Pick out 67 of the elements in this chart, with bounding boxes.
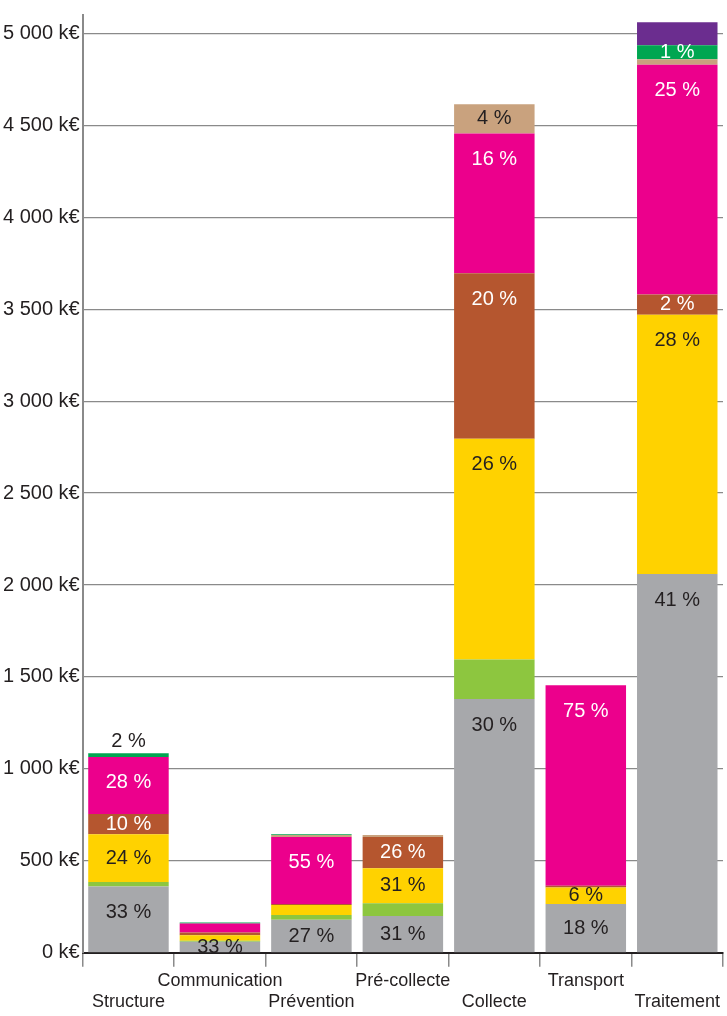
bar bbox=[179, 935, 261, 941]
annotation: 24 % bbox=[105, 845, 152, 868]
annotation: 30 % bbox=[471, 712, 518, 735]
y-tick-label: 2 500 k€ bbox=[2, 480, 80, 503]
bar bbox=[88, 753, 169, 757]
x-tick-label: Collecte bbox=[461, 991, 527, 1012]
bar bbox=[88, 882, 169, 887]
x-tick-label: Structure bbox=[91, 991, 165, 1012]
y-tick-label: 1 000 k€ bbox=[2, 756, 80, 779]
y-tick-label: 5 000 k€ bbox=[2, 20, 80, 43]
annotation: 2 % bbox=[660, 292, 695, 315]
bar bbox=[637, 22, 718, 46]
bar bbox=[454, 273, 535, 439]
bar bbox=[545, 904, 627, 953]
annotation: 31 % bbox=[380, 873, 426, 896]
bar bbox=[271, 915, 352, 920]
x-tick-label: Communication bbox=[157, 969, 283, 990]
bar bbox=[637, 574, 718, 953]
bar bbox=[362, 903, 444, 917]
y-tick-label: 0 k€ bbox=[41, 940, 80, 963]
annotation: 41 % bbox=[654, 587, 701, 610]
annotation: 27 % bbox=[288, 923, 335, 946]
annotation: 33 % bbox=[105, 900, 152, 923]
y-tick-label: 3 500 k€ bbox=[2, 296, 80, 319]
annotation: 31 % bbox=[380, 921, 426, 944]
annotation: 33 % bbox=[197, 934, 243, 957]
annotation: 55 % bbox=[288, 850, 335, 873]
y-tick-label: 4 500 k€ bbox=[2, 112, 80, 135]
bar bbox=[637, 64, 718, 295]
bar bbox=[271, 836, 352, 905]
bar bbox=[362, 868, 444, 904]
bar bbox=[454, 438, 535, 660]
bar bbox=[454, 699, 535, 953]
annotation: 1 % bbox=[660, 39, 695, 62]
annotation: 10 % bbox=[105, 811, 152, 834]
bar bbox=[637, 314, 718, 574]
annotation: 25 % bbox=[654, 78, 701, 101]
bar bbox=[454, 133, 535, 274]
annotation: 20 % bbox=[471, 286, 518, 309]
annotation: 6 % bbox=[568, 883, 604, 906]
annotation: 28 % bbox=[654, 328, 701, 351]
bar bbox=[271, 904, 352, 916]
y-tick-label: 4 000 k€ bbox=[2, 204, 80, 227]
bar bbox=[88, 886, 169, 953]
x-tick-label: Prévention bbox=[268, 991, 355, 1012]
bar bbox=[179, 923, 261, 933]
annotation: 28 % bbox=[105, 770, 152, 793]
annotation: 4 % bbox=[477, 106, 512, 129]
bar bbox=[454, 659, 535, 700]
annotation: 26 % bbox=[380, 840, 426, 863]
annotation: 75 % bbox=[563, 698, 609, 721]
annotation: 18 % bbox=[563, 915, 609, 938]
x-tick-label: Transport bbox=[547, 969, 624, 990]
bar bbox=[454, 104, 535, 134]
bar bbox=[88, 756, 169, 814]
x-tick-label: Traitement bbox=[634, 991, 720, 1012]
bar bbox=[637, 59, 718, 65]
y-tick-label: 500 k€ bbox=[19, 848, 80, 871]
y-tick-label: 3 000 k€ bbox=[2, 388, 80, 411]
bar bbox=[545, 685, 627, 886]
bar bbox=[88, 834, 169, 883]
annotation: 16 % bbox=[471, 147, 518, 170]
y-tick-label: 1 500 k€ bbox=[2, 664, 80, 687]
y-tick-label: 2 000 k€ bbox=[2, 572, 80, 595]
x-tick-label: Pré-collecte bbox=[355, 969, 451, 990]
annotation: 26 % bbox=[471, 452, 518, 475]
annotation: 2 % bbox=[111, 728, 146, 751]
